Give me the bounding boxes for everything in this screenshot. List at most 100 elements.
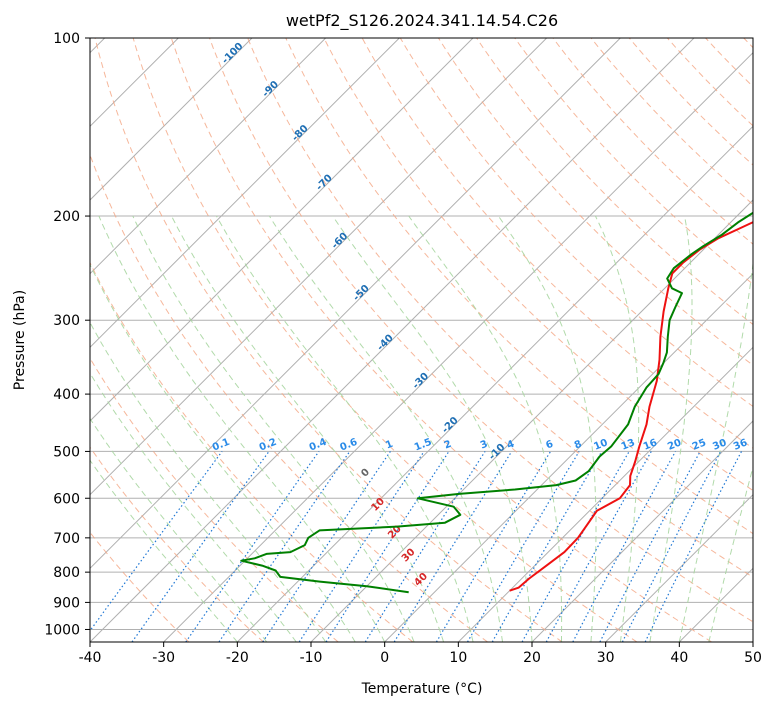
moist-adiabat <box>649 215 693 642</box>
dry-adiabat <box>743 38 753 49</box>
mixing-ratio-line <box>325 451 450 642</box>
mixing-ratio-line <box>393 451 513 642</box>
mixing-ratio-line <box>364 451 486 642</box>
moist-adiabat <box>90 372 297 642</box>
dry-adiabat-label: -70 <box>314 173 335 194</box>
isotherm <box>90 38 474 422</box>
moist-adiabat <box>332 215 533 642</box>
isotherm <box>384 272 753 642</box>
y-tick-label: 400 <box>53 387 80 403</box>
mixing-ratio-line <box>521 451 630 642</box>
dry-adiabat <box>361 38 753 449</box>
dry-adiabat <box>514 38 753 285</box>
dry-adiabat-label: -20 <box>440 415 461 436</box>
sounding-series <box>240 211 753 594</box>
moist-adiabat <box>678 259 753 642</box>
plot-frame <box>89 37 754 643</box>
moist-adiabat <box>408 215 563 642</box>
dry-adiabat <box>628 38 753 166</box>
mixing-ratio-label: 13 <box>620 437 637 452</box>
x-tick-label: -20 <box>226 650 249 666</box>
y-tick-label: 800 <box>53 565 80 581</box>
dry-adiabat <box>90 261 414 642</box>
x-tick-label: 40 <box>670 650 688 666</box>
isotherm <box>90 38 621 570</box>
y-tick-label: 700 <box>53 531 80 547</box>
isotherm <box>90 38 327 275</box>
mixing-ratio-line <box>644 451 743 642</box>
y-tick-label: 900 <box>53 595 80 611</box>
dry-adiabat <box>132 38 638 642</box>
dry-adiabat-label: -80 <box>290 123 311 144</box>
moist-adiabat <box>90 417 268 642</box>
moist-adiabat-label: 0 <box>359 467 372 480</box>
dry-adiabat <box>399 38 753 408</box>
dry-adiabat <box>552 38 753 245</box>
mixing-ratio-line <box>131 451 270 642</box>
isotherm <box>90 38 253 201</box>
isotherms <box>90 38 753 642</box>
dry-adiabat <box>247 38 753 578</box>
x-tick-label: 30 <box>597 650 615 666</box>
x-axis-ticks: -40 -30 -20 -10 0 10 20 30 40 50 <box>79 642 762 666</box>
y-tick-label: 600 <box>53 491 80 507</box>
isotherm <box>605 493 753 642</box>
isotherm <box>236 125 753 642</box>
mixing-ratio-line <box>90 451 223 632</box>
isotherm <box>90 38 548 496</box>
pressure-gridlines <box>90 215 753 630</box>
x-tick-label: 50 <box>744 650 762 666</box>
dry-adiabat-label: -100 <box>220 41 246 67</box>
chart-title: wetPf2_S126.2024.341.14.54.C26 <box>286 11 558 31</box>
moist-adiabat <box>594 215 640 642</box>
dry-adiabat-label: -30 <box>411 371 432 392</box>
moist-adiabats <box>90 215 753 642</box>
isotherm <box>163 51 753 642</box>
dewpoint-line <box>240 211 753 594</box>
dry-adiabat <box>170 38 712 642</box>
moist-adiabat <box>171 215 445 642</box>
mixing-ratio-label: 1 <box>384 439 395 452</box>
y-tick-label: 500 <box>53 444 80 460</box>
isotherm <box>90 38 400 349</box>
moist-adiabat <box>497 215 597 642</box>
moist-adiabat <box>215 215 474 642</box>
y-axis-label: Pressure (hPa) <box>12 290 28 390</box>
y-tick-label: 100 <box>53 31 80 47</box>
dry-adiabat <box>94 38 563 642</box>
isotherm <box>752 641 753 642</box>
moist-adiabat <box>90 459 238 642</box>
x-tick-label: -30 <box>152 650 175 666</box>
mixing-ratio-line <box>466 451 580 642</box>
mixing-ratio-label: 2 <box>443 439 454 452</box>
dry-adiabat <box>90 153 488 642</box>
mixing-ratio-lines <box>90 451 743 642</box>
mixing-ratio-label: 3 <box>479 439 490 452</box>
moist-adiabat <box>132 215 415 642</box>
dry-adiabat <box>667 38 753 127</box>
moist-adiabat <box>98 215 386 642</box>
dry-adiabat <box>437 38 753 366</box>
x-tick-label: 20 <box>523 650 541 666</box>
moist-adiabat-label: 30 <box>400 547 418 565</box>
x-tick-label: -40 <box>79 650 102 666</box>
moist-adiabat <box>90 321 327 642</box>
mixing-ratio-label: 10 <box>592 437 609 452</box>
mixing-ratio-label: 6 <box>544 439 555 452</box>
isotherm <box>457 346 753 642</box>
mixing-ratio-label: 20 <box>666 437 683 452</box>
isotherm <box>90 38 695 642</box>
dry-adiabat-label: -90 <box>260 79 281 100</box>
mixing-ratio-line <box>218 451 351 642</box>
mixing-ratio-line <box>599 451 701 642</box>
mixing-ratio-label: 16 <box>642 437 659 452</box>
x-tick-label: 0 <box>380 650 389 666</box>
moist-adiabat <box>708 465 753 642</box>
dry-adiabat-label: -50 <box>351 283 372 304</box>
mixing-ratio-line <box>298 451 425 642</box>
moist-adiabat <box>90 263 356 642</box>
isotherm <box>531 420 753 642</box>
isotherm <box>678 567 753 642</box>
x-axis-label: Temperature (°C) <box>361 681 483 697</box>
